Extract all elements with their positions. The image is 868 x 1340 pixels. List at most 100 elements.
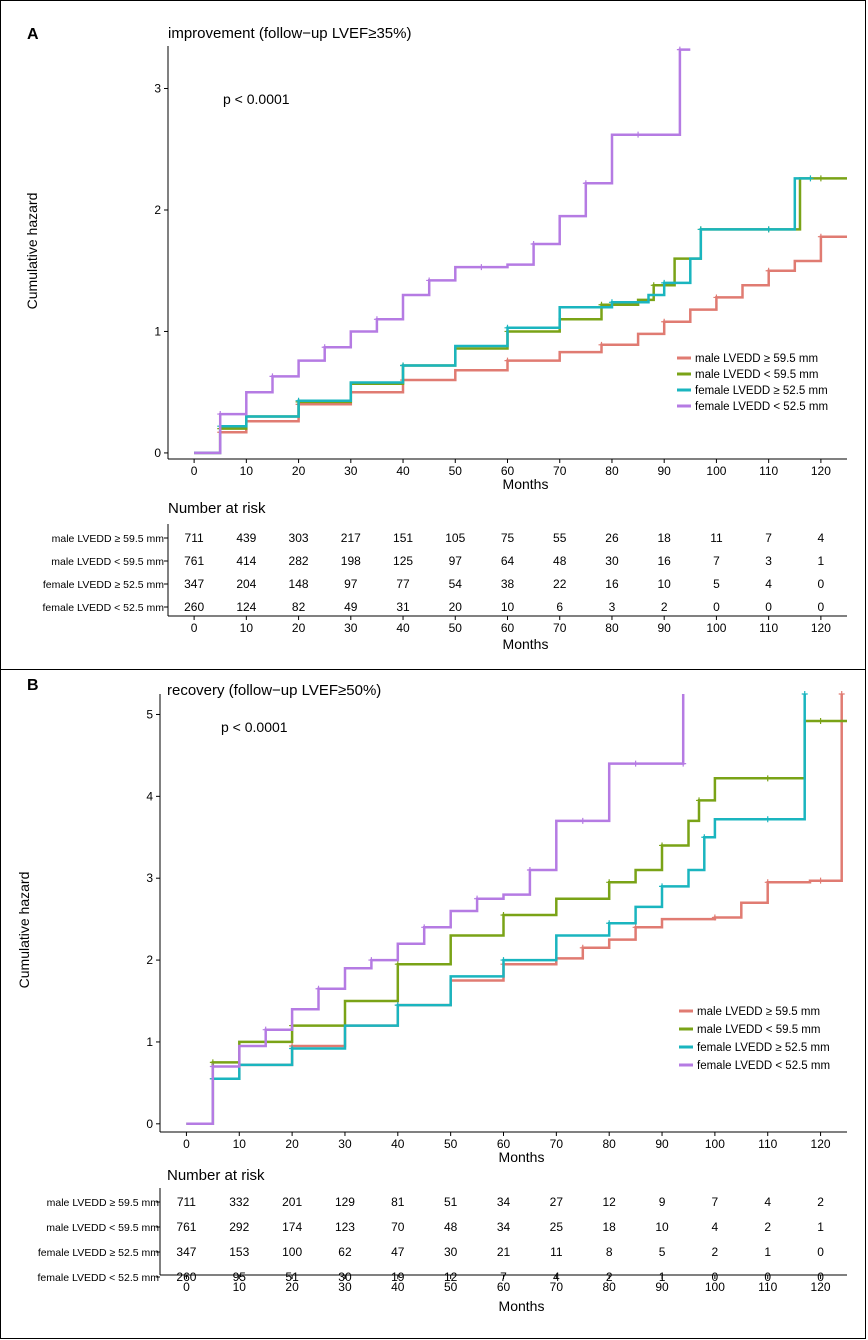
risk-x-tick-label: 80: [603, 1280, 617, 1294]
risk-x-tick-label: 110: [758, 1280, 777, 1294]
y-tick-label: 3: [146, 871, 153, 885]
series-line-male_lt: [186, 719, 847, 1126]
risk-cell: 38: [501, 577, 515, 591]
x-tick-label: 90: [655, 1137, 669, 1151]
censor-mark: [606, 920, 613, 927]
x-axis-label: Months: [499, 1149, 545, 1165]
risk-cell: 12: [603, 1195, 617, 1209]
risk-x-tick-label: 70: [550, 1280, 564, 1294]
y-axis-label: Cumulative hazard: [24, 193, 40, 310]
censor-mark: [764, 775, 771, 782]
risk-cell: 18: [603, 1220, 617, 1234]
risk-cell: 124: [236, 600, 256, 614]
risk-x-tick-label: 120: [811, 621, 831, 635]
risk-cell: 1: [764, 1245, 771, 1259]
risk-cell: 439: [236, 531, 256, 545]
risk-cell: 26: [605, 531, 619, 545]
y-tick-label: 3: [154, 82, 161, 96]
risk-cell: 0: [818, 600, 825, 614]
censor-mark: [713, 294, 720, 301]
risk-x-tick-label: 30: [344, 621, 358, 635]
censor-mark: [659, 883, 666, 890]
x-tick-label: 100: [706, 464, 726, 478]
y-tick-label: 5: [146, 707, 153, 721]
risk-x-tick-label: 40: [391, 1280, 405, 1294]
risk-cell: 148: [289, 577, 309, 591]
censor-mark: [817, 877, 824, 884]
censor-mark: [579, 944, 586, 951]
censor-mark: [209, 1063, 216, 1070]
risk-cell: 18: [658, 531, 672, 545]
risk-cell: 97: [344, 577, 358, 591]
risk-cell: 0: [713, 600, 720, 614]
risk-cell: 4: [712, 1220, 719, 1234]
censor-mark: [400, 362, 407, 369]
risk-x-tick-label: 120: [811, 1280, 831, 1294]
x-tick-label: 20: [292, 464, 306, 478]
censor-mark: [426, 277, 433, 284]
censor-mark: [676, 46, 683, 53]
censor-mark: [582, 180, 589, 187]
censor-mark: [500, 957, 507, 964]
x-tick-label: 40: [396, 464, 410, 478]
risk-x-tick-label: 100: [705, 1280, 725, 1294]
risk-x-tick-label: 90: [655, 1280, 669, 1294]
risk-cell: 3: [765, 554, 772, 568]
risk-cell: 16: [605, 577, 619, 591]
censor-mark: [321, 344, 328, 351]
risk-cell: 1: [817, 1220, 824, 1234]
risk-x-tick-label: 0: [191, 621, 198, 635]
risk-cell: 11: [550, 1245, 563, 1259]
y-tick-label: 0: [154, 446, 161, 460]
risk-cell: 711: [185, 531, 204, 545]
censor-mark: [315, 985, 322, 992]
censor-mark: [608, 299, 615, 306]
x-tick-label: 0: [183, 1137, 190, 1151]
risk-cell: 9: [659, 1195, 666, 1209]
risk-table-title: Number at risk: [167, 1167, 265, 1184]
legend-label: female LVEDD < 52.5 mm: [695, 401, 828, 413]
censor-mark: [696, 797, 703, 804]
censor-mark: [659, 842, 666, 849]
censor-mark: [478, 264, 485, 271]
legend-label: male LVEDD ≥ 59.5 mm: [695, 353, 818, 365]
censor-mark: [680, 760, 687, 767]
risk-cell: 123: [335, 1220, 355, 1234]
risk-cell: 198: [341, 554, 361, 568]
risk-cell: 711: [177, 1195, 196, 1209]
risk-row-label: male LVEDD ≥ 59.5 mm: [47, 1197, 160, 1209]
p-value: p < 0.0001: [221, 719, 288, 735]
risk-x-tick-label: 0: [183, 1280, 190, 1294]
censor-mark: [262, 1026, 269, 1033]
risk-x-tick-label: 10: [233, 1280, 247, 1294]
censor-mark: [817, 175, 824, 182]
censor-mark: [765, 226, 772, 233]
panel-label: A: [27, 26, 39, 43]
censor-mark: [801, 691, 808, 697]
risk-cell: 6: [556, 600, 563, 614]
censor-mark: [807, 175, 814, 182]
risk-cell: 10: [655, 1220, 669, 1234]
x-tick-label: 90: [658, 464, 672, 478]
risk-cell: 347: [176, 1245, 196, 1259]
panel-label: B: [27, 677, 39, 694]
censor-mark: [474, 895, 481, 902]
censor-mark: [530, 240, 537, 247]
risk-x-tick-label: 60: [501, 621, 515, 635]
censor-mark: [661, 279, 668, 286]
censor-mark: [526, 867, 533, 874]
risk-cell: 30: [605, 554, 619, 568]
risk-cell: 204: [236, 577, 256, 591]
risk-x-tick-label: 80: [605, 621, 619, 635]
risk-cell: 260: [184, 600, 204, 614]
y-tick-label: 4: [146, 789, 153, 803]
risk-cell: 27: [550, 1195, 564, 1209]
risk-cell: 3: [609, 600, 616, 614]
risk-cell: 82: [292, 600, 306, 614]
risk-cell: 75: [501, 531, 515, 545]
risk-cell: 2: [764, 1220, 771, 1234]
censor-mark: [764, 816, 771, 823]
risk-cell: 70: [391, 1220, 405, 1234]
risk-x-tick-label: 100: [706, 621, 726, 635]
legend-label: male LVEDD ≥ 59.5 mm: [697, 1006, 820, 1018]
